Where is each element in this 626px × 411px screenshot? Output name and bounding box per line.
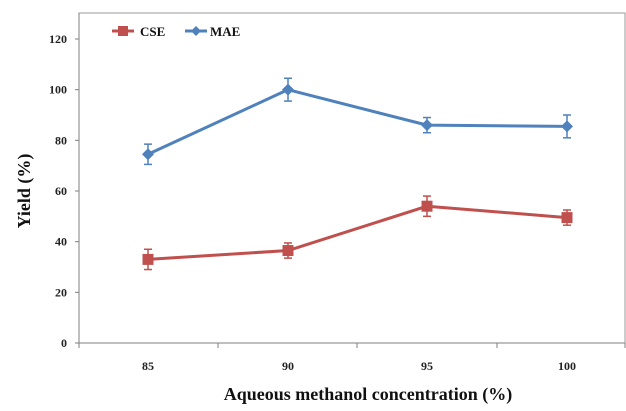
- x-tick-label: 100: [558, 359, 576, 373]
- y-tick-label: 20: [55, 285, 67, 299]
- y-tick-label: 40: [55, 235, 67, 249]
- y-tick-label: 120: [49, 32, 67, 46]
- mae-point: [142, 148, 154, 161]
- cse-point: [142, 253, 154, 265]
- x-tick-label: 90: [282, 359, 294, 373]
- mae-legend-label: MAE: [210, 24, 240, 39]
- mae-point: [282, 83, 294, 96]
- mae-series-line: [147, 88, 568, 156]
- y-tick-label: 80: [55, 133, 67, 147]
- plot-area-border: [78, 12, 626, 344]
- y-tick-label: 0: [61, 336, 67, 350]
- cse-legend-label: CSE: [140, 24, 165, 39]
- mae-point: [561, 120, 573, 133]
- x-tick-label: 95: [421, 359, 433, 373]
- x-tick-label: 85: [142, 359, 154, 373]
- cse-point: [561, 212, 573, 224]
- y-tick-label: 60: [55, 184, 67, 198]
- y-tick-label: 100: [49, 83, 67, 97]
- cse-series-line: [147, 204, 568, 261]
- y-axis-title: Yield (%): [14, 154, 35, 229]
- cse-legend-marker: [118, 26, 128, 36]
- cse-point: [421, 200, 433, 212]
- cse-point: [282, 245, 294, 257]
- x-axis-title: Aqueous methanol concentration (%): [224, 384, 513, 405]
- mae-point: [421, 119, 433, 132]
- mae-legend-marker: [191, 26, 201, 36]
